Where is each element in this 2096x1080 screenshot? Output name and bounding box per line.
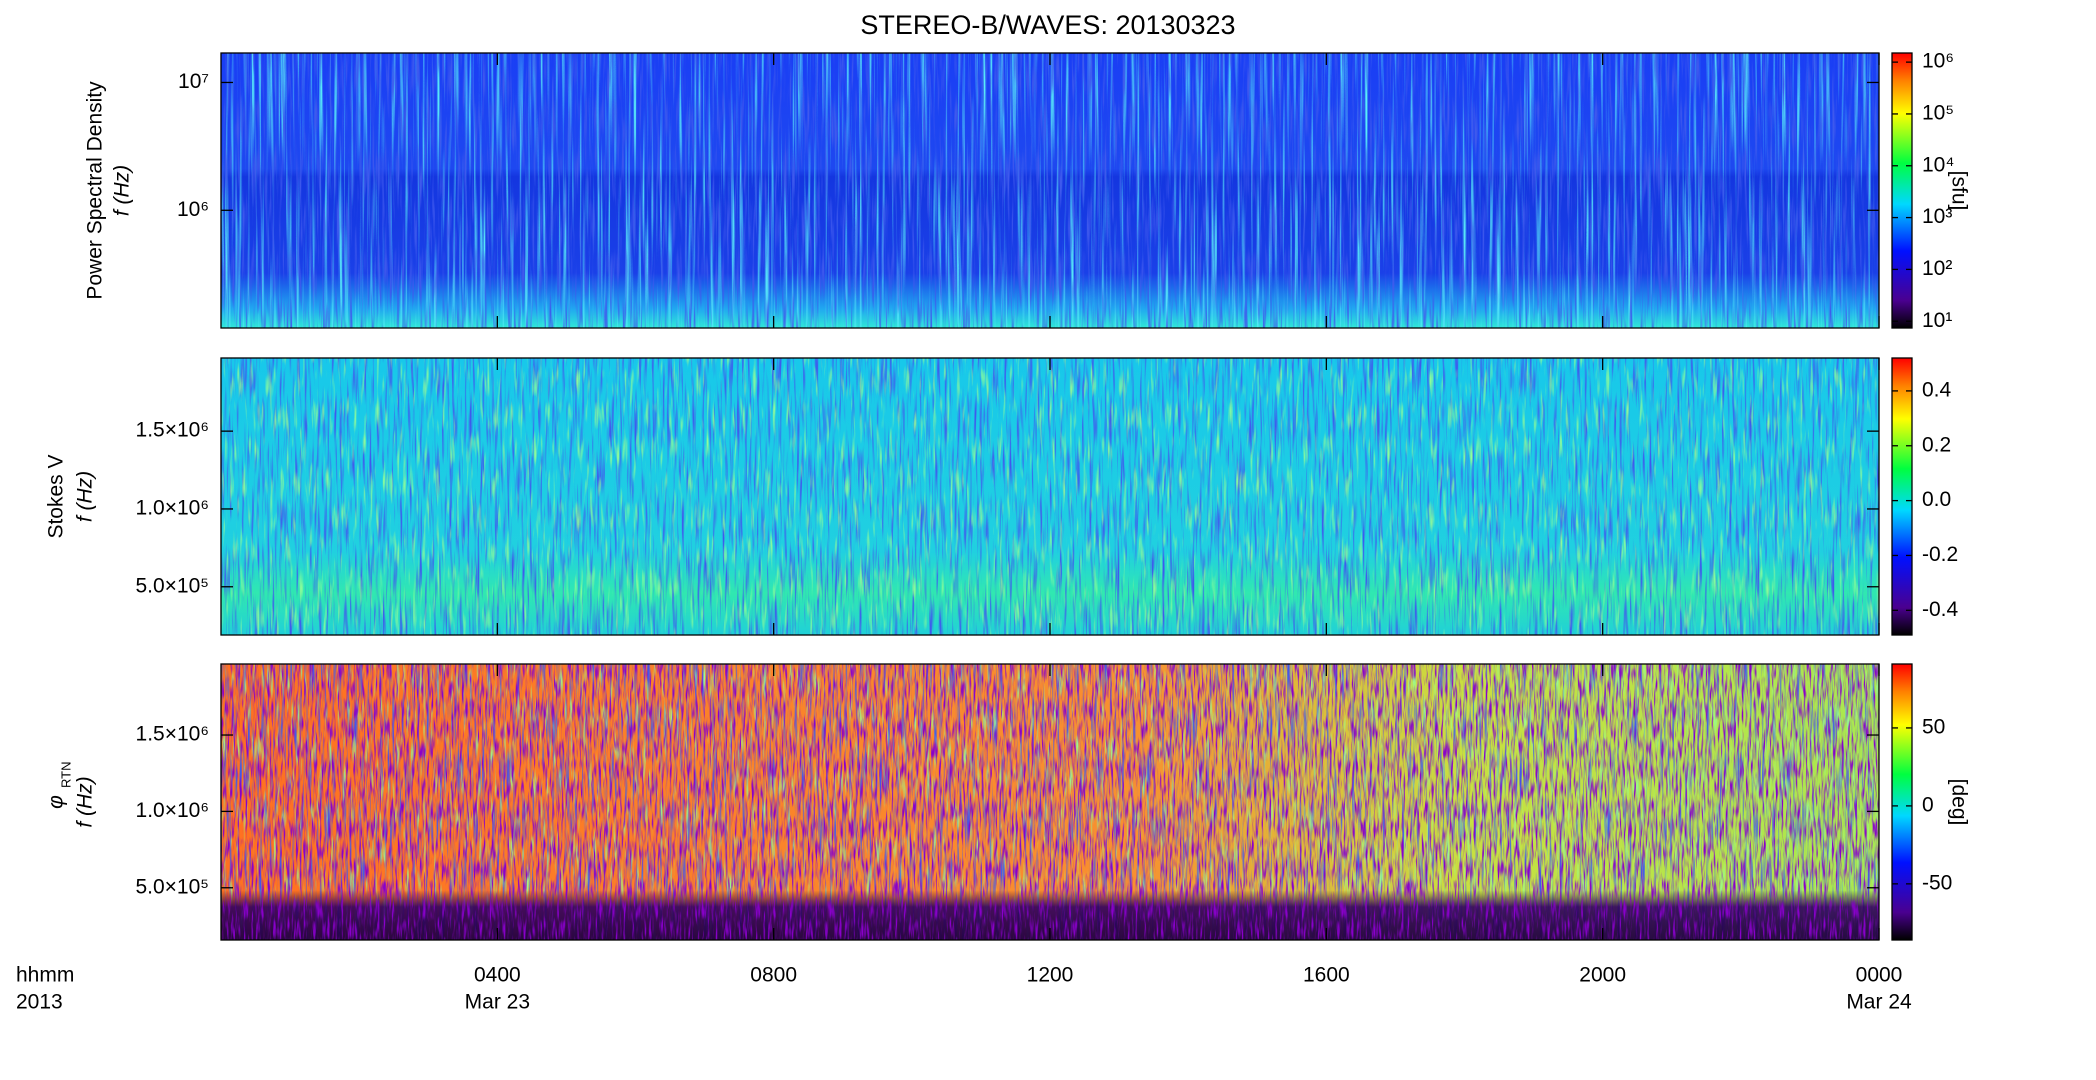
- y-axis-title: Stokes V: [45, 454, 68, 538]
- colorbar-tick-label: 10²: [1922, 257, 1952, 280]
- y-tick-label: 5.0×10⁵: [135, 875, 209, 898]
- x-tick-label: 0000: [1856, 964, 1903, 987]
- y-axis-title: φ: [45, 795, 68, 809]
- colorbar-label: [sfu]: [1947, 171, 1970, 211]
- y-tick-label: 5.0×10⁵: [135, 574, 209, 597]
- x-tick-label: 0400: [474, 964, 521, 987]
- colorbar-tick-label: 10³: [1922, 205, 1952, 228]
- y-axis-title: Power Spectral Density: [84, 81, 107, 300]
- x-tick-label: 1600: [1303, 964, 1350, 987]
- colorbar-tick-label: 10⁴: [1922, 153, 1954, 176]
- colorbar-tick-label: 50: [1922, 715, 1945, 738]
- x-axis-label: 2013: [16, 991, 63, 1014]
- colorbar-frame: [1891, 663, 1913, 941]
- spectrogram: [221, 358, 1879, 635]
- colorbar-tick-label: 0: [1922, 793, 1934, 816]
- spectrogram: [221, 53, 1879, 328]
- y-tick-label: 1.5×10⁶: [136, 419, 209, 442]
- y-tick-label: 10⁷: [178, 70, 209, 93]
- colorbar-frame: [1891, 357, 1913, 636]
- colorbar-tick-label: -0.4: [1922, 598, 1959, 621]
- x-tick-label: 0800: [750, 964, 797, 987]
- chart-title: STEREO-B/WAVES: 20130323: [860, 10, 1235, 40]
- y-tick-label: 1.5×10⁶: [136, 723, 209, 746]
- colorbar-tick-label: 10⁶: [1922, 50, 1954, 73]
- x-date-label: Mar 23: [465, 991, 530, 1014]
- x-date-label: Mar 24: [1846, 991, 1912, 1014]
- colorbar: [1892, 358, 1912, 635]
- colorbar-tick-label: -0.2: [1922, 543, 1958, 566]
- y-axis-title: f (Hz): [74, 776, 97, 827]
- colorbar-tick-label: 0.0: [1922, 488, 1951, 511]
- colorbar-frame: [1891, 52, 1913, 329]
- colorbar-label: [deg]: [1947, 779, 1970, 826]
- colorbar-tick-label: 10¹: [1922, 309, 1952, 332]
- colorbar: [1892, 664, 1912, 940]
- colorbar-tick-label: -50: [1922, 871, 1952, 894]
- y-axis-title: f (Hz): [74, 471, 97, 522]
- y-tick-label: 1.0×10⁶: [136, 496, 209, 519]
- x-axis-label: hhmm: [16, 964, 74, 987]
- colorbar-tick-label: 10⁵: [1922, 101, 1954, 124]
- spectrogram: [221, 664, 1879, 940]
- y-axis-title: f (Hz): [111, 165, 134, 216]
- colorbar-tick-label: 0.4: [1922, 378, 1952, 401]
- x-tick-label: 1200: [1027, 964, 1074, 987]
- colorbar: [1892, 53, 1912, 328]
- x-tick-label: 2000: [1579, 964, 1626, 987]
- y-axis-title-subscript: RTN: [58, 762, 73, 788]
- y-tick-label: 10⁶: [177, 198, 209, 221]
- y-tick-label: 1.0×10⁶: [136, 799, 209, 822]
- colorbar-tick-label: 0.2: [1922, 433, 1951, 456]
